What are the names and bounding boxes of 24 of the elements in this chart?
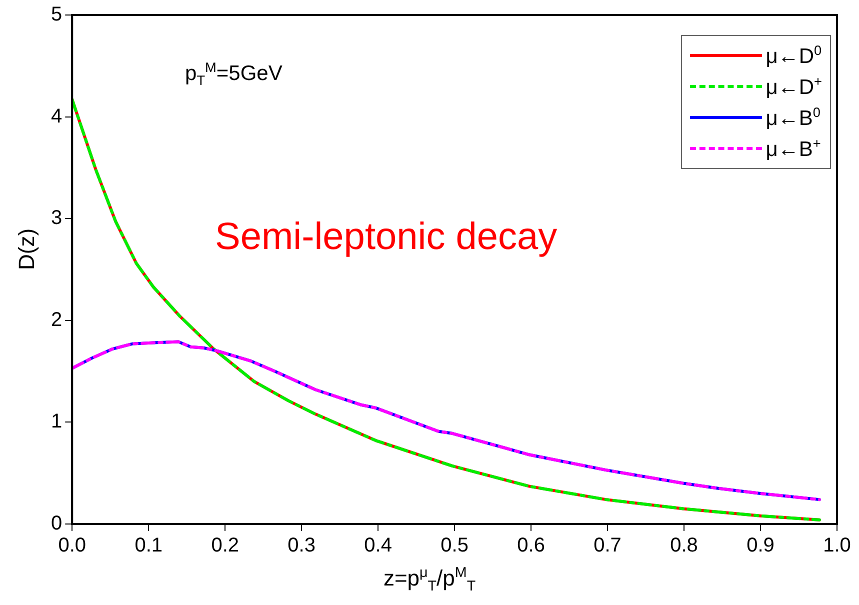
y-tick-label: 2 <box>51 308 62 331</box>
x-tick-label: 0.3 <box>288 534 316 557</box>
x-tick-label: 0.7 <box>594 534 622 557</box>
x-tick-label: 0.1 <box>134 534 163 557</box>
y-tick-label: 4 <box>51 105 62 128</box>
y-tick-label: 5 <box>51 4 62 26</box>
y-axis-title: D(z) <box>14 228 40 270</box>
annotation: p$_{T}$$^{M}$=5GeV <box>185 60 282 88</box>
x-tick-label: 0.8 <box>670 534 698 557</box>
y-tick-label: 1 <box>51 410 62 433</box>
x-tick-label: 0.4 <box>364 534 392 557</box>
x-tick-label: 0.9 <box>746 534 774 557</box>
y-tick-label: 0 <box>51 512 62 535</box>
x-tick-label: 0.0 <box>58 534 86 557</box>
annotation: Semi-leptonic decay <box>215 216 558 259</box>
x-tick-label: 0.5 <box>440 534 468 557</box>
x-tick-label: 0.2 <box>211 534 240 557</box>
y-tick-label: 3 <box>51 207 62 230</box>
x-tick-label: 0.6 <box>517 534 545 557</box>
legend-label: μ←B$^{+}$ <box>766 136 821 162</box>
legend-label: μ←D$^{0}$ <box>766 42 822 68</box>
legend-label: μ←D$^{+}$ <box>766 74 822 100</box>
legend-label: μ←B$^{0}$ <box>766 104 820 130</box>
x-tick-label: 1.0 <box>823 534 851 557</box>
